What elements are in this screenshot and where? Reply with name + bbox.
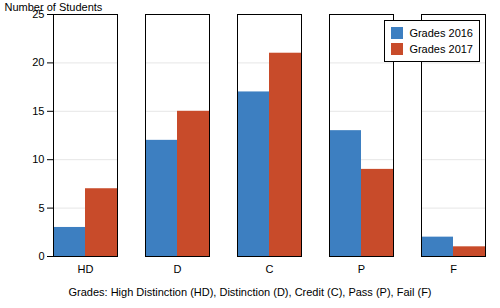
svg-text:HD: HD bbox=[78, 263, 94, 275]
html-text:Grades: High Distinction (HD),: Grades: High Distinction (HD), Distincti… bbox=[68, 286, 432, 298]
svg-text:10: 10 bbox=[32, 153, 44, 165]
svg-text:Number of Students: Number of Students bbox=[5, 1, 103, 13]
svg-text:P: P bbox=[358, 263, 365, 275]
svg-text:0: 0 bbox=[38, 250, 44, 262]
svg-text:15: 15 bbox=[32, 105, 44, 117]
html-text:Grades 2017: Grades 2017 bbox=[409, 43, 473, 55]
svg-text:F: F bbox=[450, 263, 457, 275]
svg-text:5: 5 bbox=[38, 202, 44, 214]
svg-text:20: 20 bbox=[32, 56, 44, 68]
svg-text:25: 25 bbox=[32, 8, 45, 20]
svg-text:D: D bbox=[174, 263, 182, 275]
svg-text:C: C bbox=[266, 263, 274, 275]
html-text:Grades 2016: Grades 2016 bbox=[409, 27, 473, 39]
